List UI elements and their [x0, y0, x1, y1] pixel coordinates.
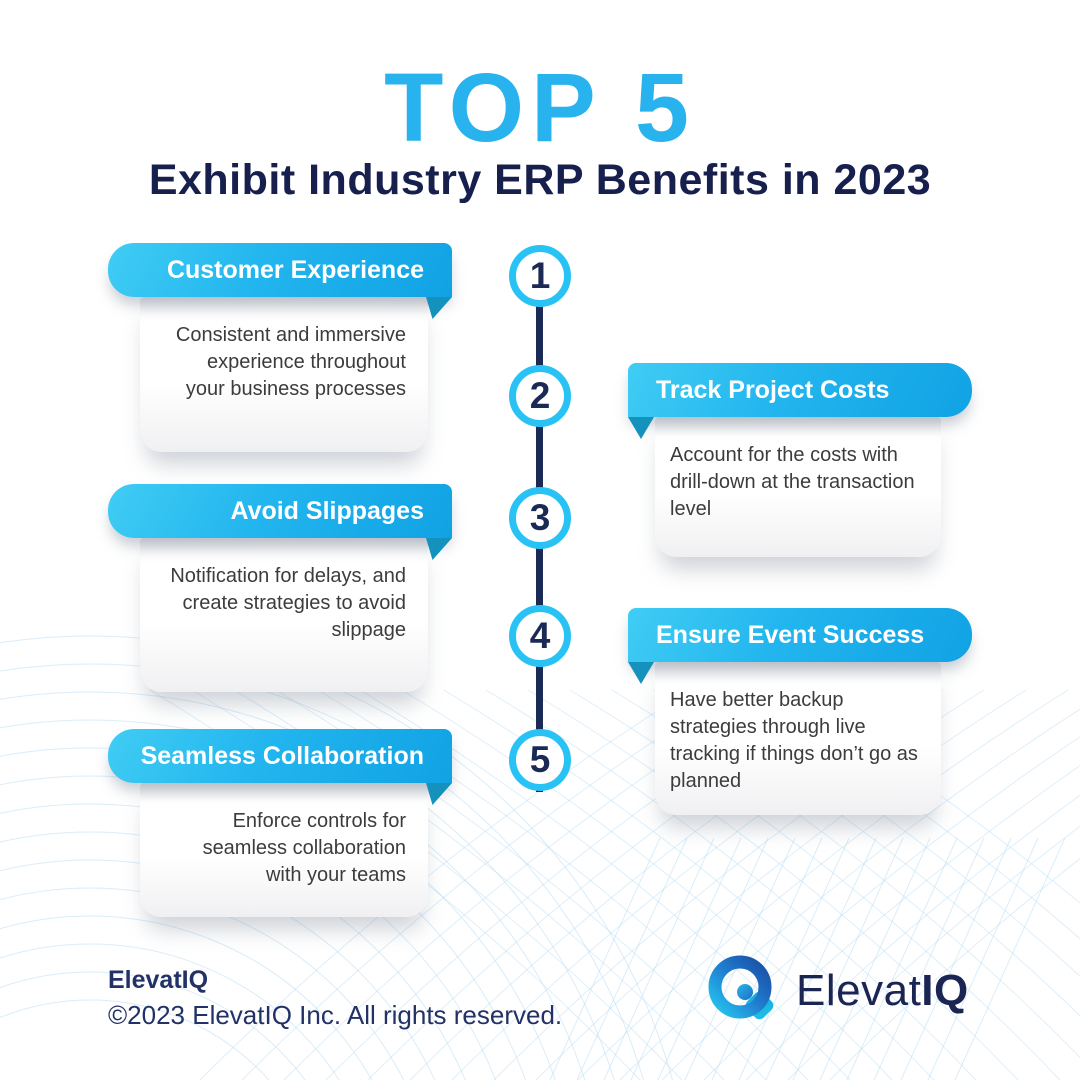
benefit-card-1-header: Customer Experience	[108, 243, 452, 319]
benefit-card-4-title: Ensure Event Success	[656, 620, 925, 649]
footer-copyright: ©2023 ElevatIQ Inc. All rights reserved.	[108, 1000, 563, 1030]
elevatiq-logo: ElevatIQ	[706, 952, 969, 1030]
ribbon-fold-icon	[628, 417, 654, 439]
step-number-5: 5	[509, 729, 571, 791]
step-number-2: 2	[509, 365, 571, 427]
benefit-card-2-header: Track Project Costs	[628, 363, 972, 439]
benefit-card-2-description: Account for the costs with drill-down at…	[655, 417, 941, 557]
ribbon-fold-icon	[426, 783, 452, 805]
page-subtitle: Exhibit Industry ERP Benefits in 2023	[148, 156, 932, 204]
benefit-card-1: Customer Experience Consistent and immer…	[108, 243, 452, 452]
benefit-card-2: Track Project Costs Account for the cost…	[628, 363, 972, 557]
step-number-3: 3	[509, 487, 571, 549]
footer-credits: ElevatIQ ©2023 ElevatIQ Inc. All rights …	[108, 966, 562, 1031]
benefit-card-1-description: Consistent and immersive experience thro…	[140, 297, 428, 452]
benefit-card-3-description: Notification for delays, and create stra…	[140, 538, 428, 692]
logo-text-regular: Elevat	[796, 966, 922, 1015]
benefit-card-1-title: Customer Experience	[166, 255, 424, 284]
benefit-card-4-description: Have better backup strategies through li…	[655, 662, 941, 815]
logo-text-bold: IQ	[921, 966, 969, 1015]
benefit-card-4: Ensure Event Success Have better backup …	[628, 608, 972, 815]
benefit-card-5-description: Enforce controls for seamless collaborat…	[140, 783, 428, 917]
benefit-card-2-title: Track Project Costs	[656, 375, 890, 404]
benefit-card-3-title: Avoid Slippages	[230, 496, 424, 525]
benefit-card-3-header: Avoid Slippages	[108, 484, 452, 560]
elevatiq-logo-text: ElevatIQ	[796, 966, 969, 1016]
step-number-4: 4	[509, 605, 571, 667]
benefit-card-5: Seamless Collaboration Enforce controls …	[108, 729, 452, 917]
step-number-1: 1	[509, 245, 571, 307]
benefit-card-5-header: Seamless Collaboration	[108, 729, 452, 805]
ribbon-fold-icon	[628, 662, 654, 684]
benefit-card-4-header: Ensure Event Success	[628, 608, 972, 684]
benefit-card-3: Avoid Slippages Notification for delays,…	[108, 484, 452, 692]
page-title: TOP 5	[384, 53, 696, 162]
ribbon-fold-icon	[426, 297, 452, 319]
benefit-card-5-title: Seamless Collaboration	[140, 741, 424, 770]
elevatiq-q-icon	[708, 955, 774, 1020]
ribbon-fold-icon	[426, 538, 452, 560]
footer-company-name: ElevatIQ	[108, 966, 209, 994]
